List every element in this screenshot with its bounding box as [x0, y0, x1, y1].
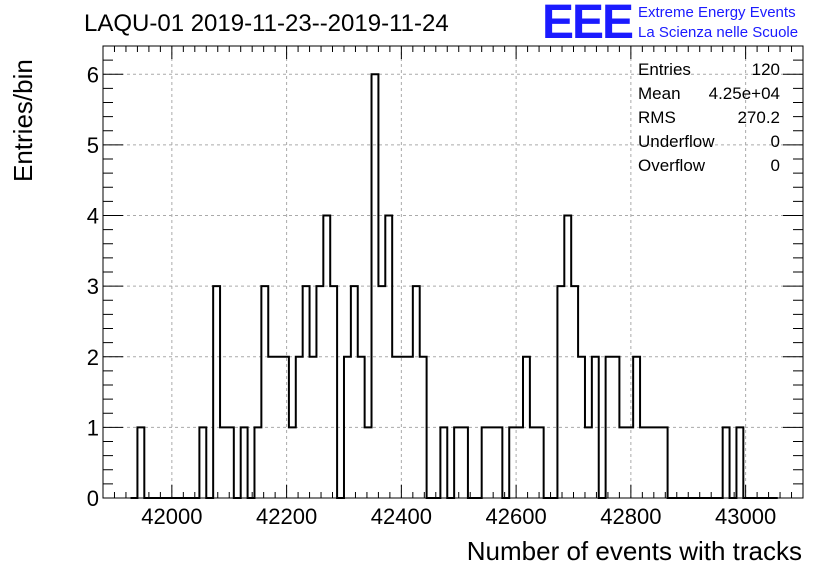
- stats-label: Underflow: [638, 132, 715, 151]
- y-tick-label: 4: [87, 204, 99, 229]
- histogram-bin: [482, 427, 489, 498]
- x-tick-label: 42200: [256, 504, 317, 529]
- histogram-bin: [640, 427, 647, 498]
- histogram-bin: [585, 427, 592, 498]
- histogram-bin: [227, 427, 234, 498]
- histogram-bin: [530, 427, 537, 498]
- histogram-bin: [495, 427, 502, 498]
- x-tick-label: 42800: [600, 504, 661, 529]
- histogram-line: [130, 73, 778, 499]
- x-axis-ticks: 42000 42200 42400 42600 42800 43000: [113, 46, 804, 529]
- x-tick-label: 42400: [371, 504, 432, 529]
- histogram-bin: [661, 427, 668, 498]
- histogram-bin: [378, 286, 385, 498]
- y-tick-label: 5: [87, 133, 99, 158]
- histogram-bin: [723, 427, 730, 498]
- histogram-bin: [303, 286, 310, 498]
- y-tick-label: 1: [87, 415, 99, 440]
- x-tick-label: 42600: [486, 504, 547, 529]
- histogram-bin: [241, 427, 248, 498]
- stats-value: 270.2: [737, 108, 780, 127]
- stats-row-rms: RMS 270.2: [638, 106, 780, 130]
- x-tick-label: 42000: [141, 504, 202, 529]
- histogram-bin: [330, 286, 337, 498]
- stats-label: Mean: [638, 84, 681, 103]
- stats-label: RMS: [638, 108, 676, 127]
- stats-row-mean: Mean 4.25e+04: [638, 82, 780, 106]
- histogram-bin: [461, 427, 468, 498]
- stats-row-underflow: Underflow 0: [638, 130, 780, 154]
- histogram-bin: [137, 427, 144, 498]
- histogram-bin: [261, 286, 268, 498]
- histogram-bin: [351, 286, 358, 498]
- y-tick-label: 3: [87, 274, 99, 299]
- logo-mark: EEE: [542, 0, 634, 49]
- histogram-bin: [220, 427, 227, 498]
- histogram-bin: [413, 286, 420, 498]
- stats-box: Entries 120 Mean 4.25e+04 RMS 270.2 Underfl…: [638, 58, 780, 178]
- y-tick-label: 0: [87, 486, 99, 511]
- histogram-bin: [454, 427, 461, 498]
- logo-line-2: La Scienza nelle Scuole: [638, 24, 799, 41]
- histogram-bin: [316, 286, 323, 498]
- stats-value: 0: [770, 132, 780, 151]
- histogram-bin: [440, 427, 447, 498]
- histogram-bin: [619, 427, 626, 498]
- histogram-bin: [199, 427, 206, 498]
- stats-value: 0: [770, 156, 780, 175]
- y-axis-ticks: 0 1 2 3 4 5 6: [87, 45, 803, 511]
- histogram-bin: [365, 427, 372, 498]
- eee-logo: EEE Extreme Energy Events La Scienza nel…: [540, 0, 830, 49]
- stats-label: Entries: [638, 60, 691, 79]
- histogram-bin: [254, 427, 261, 498]
- y-tick-label: 2: [87, 345, 99, 370]
- x-tick-label: 43000: [715, 504, 776, 529]
- stats-row-overflow: Overflow 0: [638, 154, 780, 178]
- y-tick-label: 6: [87, 62, 99, 87]
- histogram-bin: [654, 427, 661, 498]
- histogram-bin: [571, 286, 578, 498]
- histogram-bin: [516, 427, 523, 498]
- histogram-bin: [509, 427, 516, 498]
- x-axis-label: Number of events with tracks: [466, 536, 802, 566]
- histogram-bin: [489, 427, 496, 498]
- histogram-bin: [626, 427, 633, 498]
- histogram-bin: [289, 427, 296, 498]
- histogram-bin: [537, 427, 544, 498]
- histogram-bin: [557, 286, 564, 498]
- chart-title: LAQU-01 2019-11-23--2019-11-24: [84, 10, 449, 37]
- y-axis-label: Entries/bin: [8, 59, 38, 182]
- histogram-bin: [647, 427, 654, 498]
- histogram-bin: [213, 286, 220, 498]
- stats-value: 4.25e+04: [708, 84, 780, 103]
- histogram-bin: [736, 427, 743, 498]
- stats-value: 120: [751, 60, 780, 79]
- stats-row-entries: Entries 120: [638, 58, 780, 82]
- stats-label: Overflow: [638, 156, 706, 175]
- logo-line-1: Extreme Energy Events: [638, 4, 796, 21]
